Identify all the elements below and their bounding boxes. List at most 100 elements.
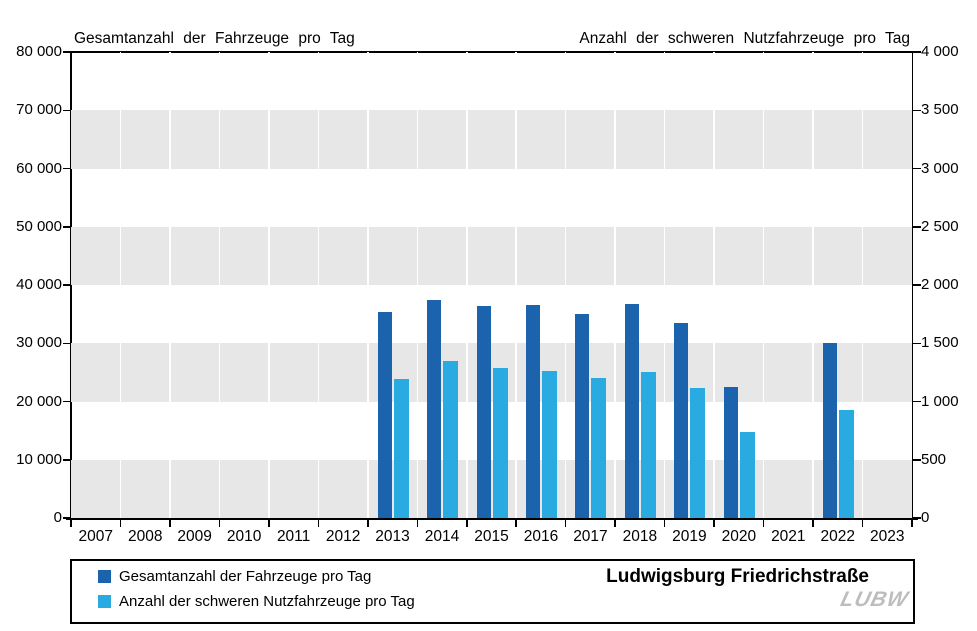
y-axis-right-line [911,52,913,518]
bar-heavy-vehicles [443,360,459,518]
y-axis-right-tick [913,459,921,461]
x-axis-tick [317,520,320,527]
right-axis-title: Anzahl der schweren Nutzfahrzeuge pro Ta… [579,30,910,47]
x-axis-tick [812,520,814,527]
y-axis-right-tick-label: 0 [921,509,930,526]
bar-total-vehicles [624,304,639,518]
vertical-gridline [169,52,171,518]
y-axis-left-tick [63,51,71,53]
vertical-gridline [515,52,517,518]
y-axis-left-tick-label: 80 000 [16,43,62,60]
y-axis-right-tick [913,342,921,344]
y-axis-left-tick-label: 50 000 [16,217,62,235]
y-axis-left-tick [63,226,71,228]
bar-heavy-vehicles [739,431,755,518]
y-axis-right-tick-label: 3 000 [921,159,959,177]
bar-heavy-vehicles [541,371,557,518]
y-axis-left-tick-label: 30 000 [16,334,62,352]
grid-band [71,459,912,518]
y-axis-right-tick [913,167,921,170]
legend-box: Gesamtanzahl der Fahrzeuge pro Tag Anzah… [70,559,915,624]
vertical-gridline [317,52,320,518]
x-axis-tick-label: 2013 [375,528,410,545]
legend-label-total: Gesamtanzahl der Fahrzeuge pro Tag [119,567,372,585]
y-axis-left-tick-label: 40 000 [16,276,62,293]
vertical-gridline [663,52,666,518]
y-axis-right-tick-label: 3 500 [921,101,959,119]
x-axis-tick [119,520,122,527]
x-axis-tick-label: 2018 [622,528,658,545]
vertical-gridline [861,52,864,518]
x-axis-line [66,517,918,520]
lubw-logo: LUBW [838,588,911,611]
x-axis-tick [416,520,419,527]
y-axis-right-tick [913,226,921,228]
bar-heavy-vehicles [393,379,409,518]
x-axis-tick [663,520,666,527]
x-axis-tick-label: 2020 [721,528,757,545]
x-axis-tick [861,520,864,527]
y-axis-right-tick [913,400,921,403]
y-axis-left-tick [63,342,71,344]
x-axis-tick [713,520,715,527]
y-axis-left-tick [63,284,71,286]
x-axis-tick [515,520,517,527]
plot-top-border [71,51,913,53]
left-axis-title: Gesamtanzahl der Fahrzeuge pro Tag [74,30,355,47]
y-axis-left-tick-label: 70 000 [16,101,62,119]
vertical-gridline [713,52,715,518]
x-axis-tick [70,520,72,527]
y-axis-left-tick [63,167,71,170]
x-axis-tick-label: 2021 [771,528,806,545]
x-axis-tick [762,520,765,527]
x-axis-tick-label: 2008 [127,528,163,545]
x-axis-tick-label: 2015 [474,528,509,545]
legend-item-heavy: Anzahl der schweren Nutzfahrzeuge pro Ta… [98,593,415,610]
vertical-gridline [268,52,270,518]
vertical-gridline [218,52,221,518]
y-axis-left-tick [63,109,71,111]
y-axis-left-tick-label: 10 000 [16,450,62,468]
x-axis-tick-label: 2009 [177,528,212,545]
vertical-gridline [466,52,468,518]
x-axis-tick [169,520,171,527]
x-axis-tick [268,520,270,527]
vertical-gridline [367,52,369,518]
vertical-gridline [614,52,616,518]
x-axis-tick-label: 2019 [672,528,707,545]
y-axis-right-tick-label: 2 000 [921,276,959,293]
grid-band [71,226,912,285]
bar-heavy-vehicles [492,367,508,518]
x-axis-tick-label: 2010 [226,528,262,545]
y-axis-right-tick [913,109,921,111]
y-axis-right-tick-label: 4 000 [921,43,959,60]
x-axis-tick [614,520,616,527]
x-axis-tick [911,520,913,527]
x-axis-tick-label: 2011 [276,528,311,545]
x-axis-tick-label: 2016 [523,528,559,545]
y-axis-right-tick-label: 1 000 [921,392,959,410]
y-axis-right-tick-label: 500 [921,450,947,468]
y-axis-left-tick [63,400,71,403]
bar-total-vehicles [575,314,590,518]
bar-total-vehicles [427,299,442,518]
vertical-gridline [812,52,814,518]
bar-total-vehicles [525,305,540,518]
x-axis-tick-label: 2022 [820,528,856,545]
plot-area [71,52,912,518]
station-name: Ludwigsburg Friedrichstraße [606,566,869,587]
bar-total-vehicles [476,305,491,518]
vertical-gridline [416,52,419,518]
bar-heavy-vehicles [690,387,706,518]
x-axis-tick-label: 2023 [870,528,905,545]
x-axis-tick-label: 2014 [424,528,460,545]
y-axis-right-tick-label: 1 500 [921,334,959,352]
y-axis-left-tick-label: 20 000 [16,392,62,410]
y-axis-right-tick-label: 2 500 [921,217,959,235]
x-axis-tick [466,520,468,527]
x-axis-tick-label: 2007 [78,528,113,545]
vertical-gridline [762,52,765,518]
legend-swatch-total-icon [98,569,111,583]
grid-band [71,343,912,402]
